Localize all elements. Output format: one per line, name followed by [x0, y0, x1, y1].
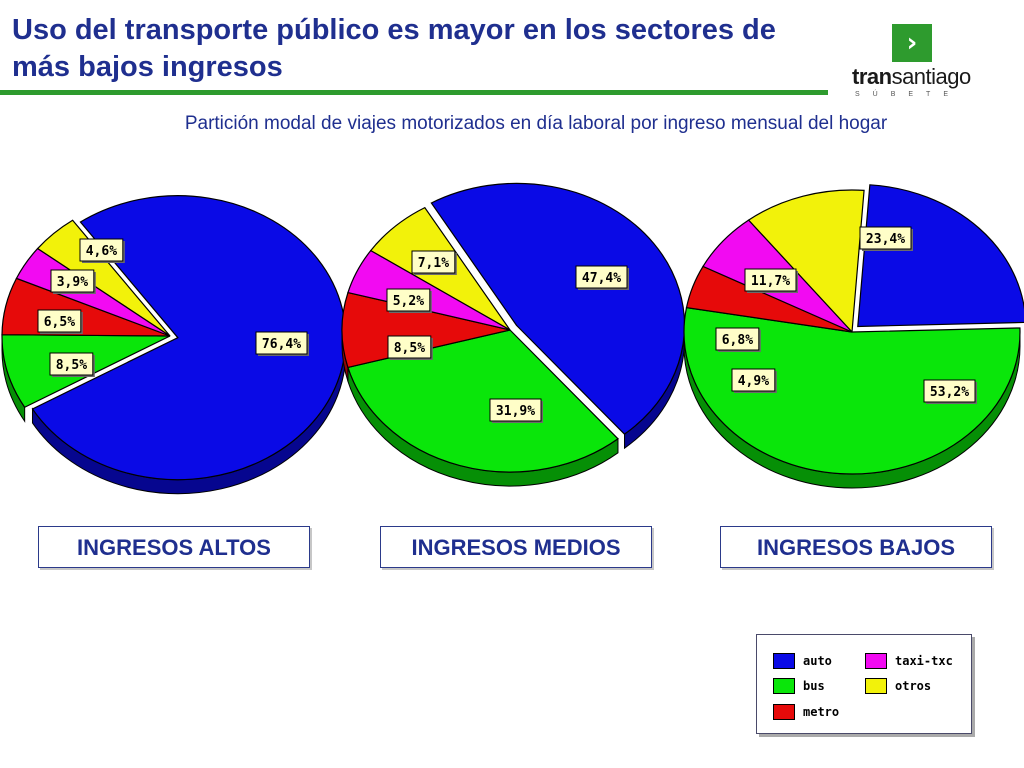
pie-2-slice-bus [683, 306, 1021, 475]
legend-item-auto: auto [773, 653, 832, 669]
legend-label-bus: bus [803, 679, 825, 693]
pie-0-label-otros: 4,6% [79, 238, 125, 263]
legend-swatch-taxi [865, 653, 887, 669]
pie-0: 4,6% 76,4% 8,5% 6,5% 3,9% [1, 195, 347, 495]
pie-1-slice-bus [347, 329, 619, 473]
pie-1-slice-auto [430, 182, 686, 435]
pie-2-label-otros: 11,7% [744, 268, 798, 293]
legend-item-taxi: taxi-txc [865, 653, 953, 669]
pie-caption-medios: INGRESOS MEDIOS [380, 526, 652, 568]
pie-1-label-text-otros: 7,1% [418, 256, 449, 271]
pie-1-label-taxi: 5,2% [386, 288, 432, 313]
pie-2-slice-auto [857, 184, 1024, 328]
pie-2-label-metro: 4,9% [731, 368, 777, 393]
legend-label-metro: metro [803, 705, 840, 719]
pie-1-label-text-bus: 31,9% [496, 404, 535, 419]
legend-item-bus: bus [773, 678, 825, 694]
pie-2-label-bus: 53,2% [923, 379, 977, 404]
pie-2-label-text-bus: 53,2% [930, 385, 969, 400]
legend-item-otros: otros [865, 678, 931, 694]
pie-1-label-text-auto: 47,4% [582, 271, 621, 286]
pie-1-label-text-taxi: 5,2% [393, 294, 424, 309]
pie-0-label-taxi: 3,9% [50, 269, 96, 294]
pie-0-label-text-auto: 76,4% [262, 337, 301, 352]
logo-word-bold: tran [852, 64, 892, 89]
legend-label-auto: auto [803, 654, 832, 668]
pie-0-label-text-taxi: 3,9% [57, 275, 88, 290]
pie-0-label-bus: 8,5% [49, 352, 95, 377]
pie-2-label-taxi: 6,8% [715, 327, 761, 352]
pie-0-label-metro: 6,5% [37, 309, 83, 334]
pie-1-label-bus: 31,9% [489, 398, 543, 423]
pie-0-label-text-metro: 6,5% [44, 315, 75, 330]
legend-swatch-auto [773, 653, 795, 669]
chart-subtitle: Partición modal de viajes motorizados en… [184, 113, 888, 134]
slide-title: Uso del transporte público es mayor en l… [12, 14, 776, 83]
pie-2: 11,7% 23,4% 53,2% 4,9% 6,8% [683, 184, 1024, 489]
legend-item-metro: metro [773, 704, 839, 720]
pie-0-label-text-bus: 8,5% [56, 358, 87, 373]
legend-label-taxi: taxi-txc [895, 654, 953, 668]
pie-1-label-metro: 8,5% [387, 335, 433, 360]
pie-1-label-text-metro: 8,5% [394, 341, 425, 356]
pie-1: 7,1% 47,4% 31,9% 8,5% 5,2% [341, 182, 686, 487]
logo-word-rest: santiago [891, 64, 972, 89]
pie-2-slice-otros [747, 189, 865, 334]
pie-caption-altos: INGRESOS ALTOS [38, 526, 310, 568]
pie-2-label-text-metro: 4,9% [738, 374, 769, 389]
legend-swatch-metro [773, 704, 795, 720]
pie-1-label-auto: 47,4% [575, 265, 629, 290]
pie-1-slice-metro [341, 291, 511, 369]
pie-0-label-text-otros: 4,6% [86, 244, 117, 259]
legend-swatch-bus [773, 678, 795, 694]
pie-0-label-auto: 76,4% [255, 331, 309, 356]
pie-2-label-text-otros: 11,7% [751, 274, 790, 289]
pie-2-label-text-auto: 23,4% [866, 232, 905, 247]
transantiago-logo-arrow-icon: › [892, 24, 932, 62]
pie-caption-bajos: INGRESOS BAJOS [720, 526, 992, 568]
pie-0-slice-auto [31, 195, 347, 481]
title-underline [0, 90, 828, 95]
legend: auto taxi-txc bus otros metro [756, 634, 972, 734]
pie-1-label-otros: 7,1% [411, 250, 457, 275]
logo-tagline: SÚBETE [855, 91, 962, 98]
pie-2-label-auto: 23,4% [859, 226, 913, 251]
pie-2-label-text-taxi: 6,8% [722, 333, 753, 348]
legend-swatch-otros [865, 678, 887, 694]
transantiago-logo-wordmark: transantiago [852, 64, 971, 90]
legend-label-otros: otros [895, 679, 932, 693]
